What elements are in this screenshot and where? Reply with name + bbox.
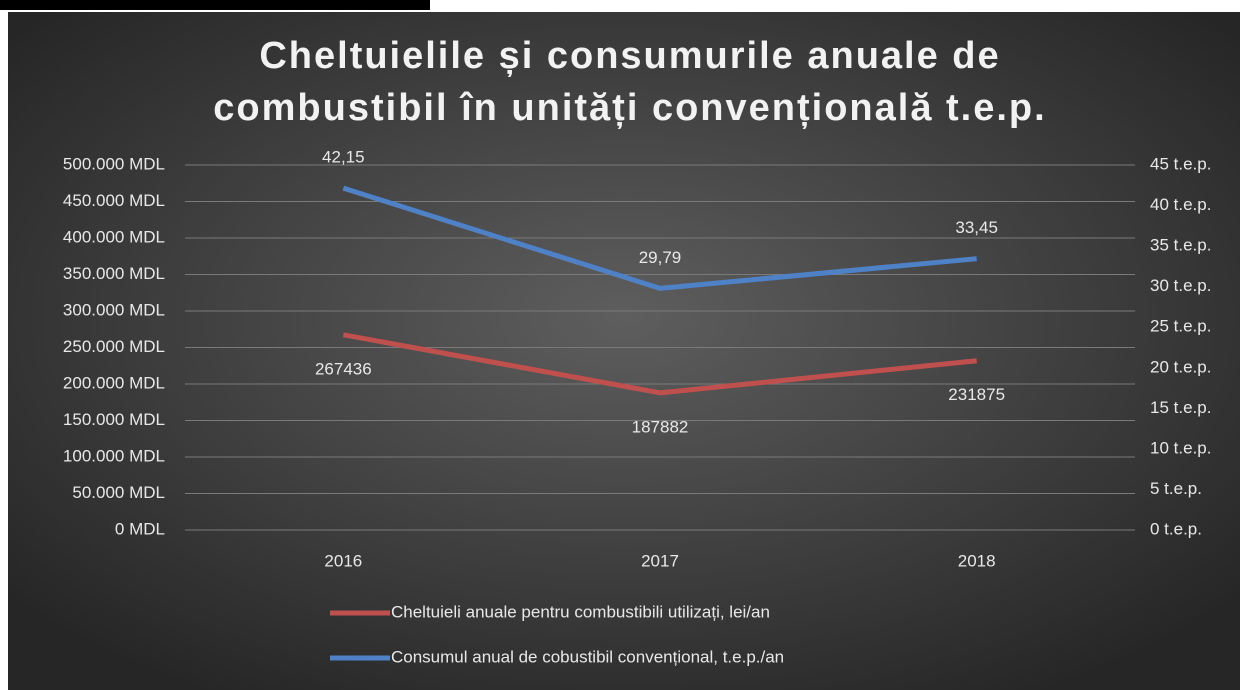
legend-label: Cheltuieli anuale pentru combustibili ut… (391, 602, 770, 621)
y2-tick-label: 20 t.e.p. (1150, 357, 1211, 376)
y-tick-label: 150.000 MDL (63, 410, 165, 429)
y2-tick-label: 30 t.e.p. (1150, 276, 1211, 295)
y-tick-label: 50.000 MDL (72, 483, 165, 502)
chart-background (8, 12, 1240, 690)
y2-tick-label: 45 t.e.p. (1150, 154, 1211, 173)
y-tick-label: 300.000 MDL (63, 300, 165, 319)
y-tick-label: 100.000 MDL (63, 446, 165, 465)
x-tick-label: 2017 (641, 551, 679, 570)
y-tick-label: 0 MDL (115, 519, 165, 538)
y-tick-label: 400.000 MDL (63, 227, 165, 246)
data-label: 33,45 (955, 218, 998, 237)
data-label: 187882 (632, 417, 689, 436)
series-line (342, 185, 977, 291)
y2-tick-label: 40 t.e.p. (1150, 195, 1211, 214)
chart-title: Cheltuielile și consumurile anuale de (259, 35, 1000, 77)
data-label: 231875 (948, 385, 1005, 404)
y-tick-label: 500.000 MDL (63, 154, 165, 173)
x-tick-label: 2018 (958, 551, 996, 570)
chart-title: combustibil în unități convențională t.e… (213, 87, 1046, 129)
data-label: 29,79 (639, 248, 682, 267)
y2-tick-label: 25 t.e.p. (1150, 317, 1211, 336)
y2-tick-label: 35 t.e.p. (1150, 236, 1211, 255)
y-tick-label: 200.000 MDL (63, 373, 165, 392)
series-line (342, 332, 977, 396)
y-tick-label: 350.000 MDL (63, 264, 165, 283)
data-label: 42,15 (322, 148, 365, 167)
y2-tick-label: 15 t.e.p. (1150, 398, 1211, 417)
x-tick-label: 2016 (324, 551, 362, 570)
legend-label: Consumul anual de cobustibil convenționa… (391, 647, 784, 666)
y-tick-label: 250.000 MDL (63, 337, 165, 356)
y2-tick-label: 0 t.e.p. (1150, 519, 1202, 538)
y-tick-label: 450.000 MDL (63, 191, 165, 210)
y2-tick-label: 5 t.e.p. (1150, 479, 1202, 498)
y2-tick-label: 10 t.e.p. (1150, 438, 1211, 457)
data-label: 267436 (315, 359, 372, 378)
top-bar (0, 0, 430, 10)
